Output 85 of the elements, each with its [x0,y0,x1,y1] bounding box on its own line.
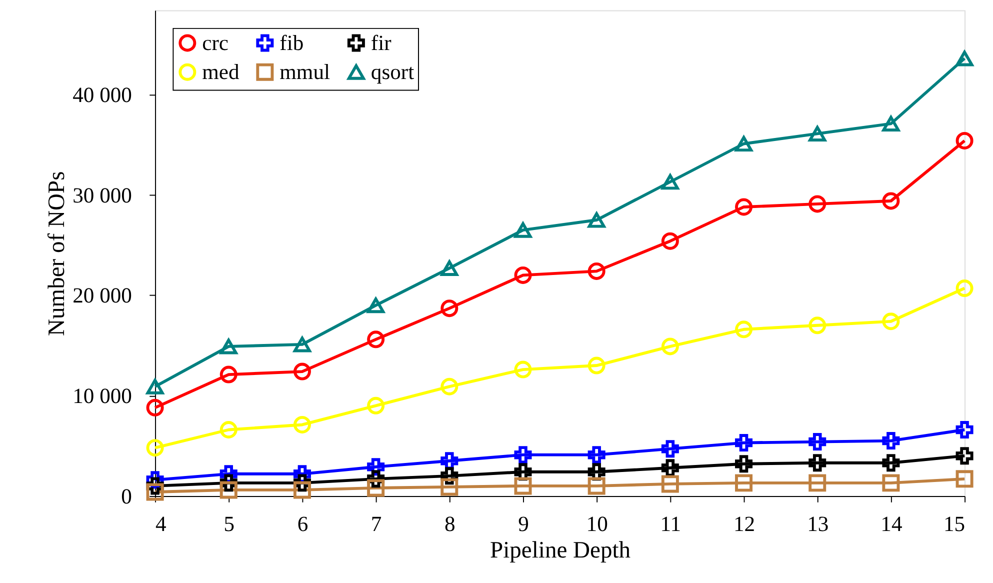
point [367,479,385,497]
x-tick-label: 6 [297,512,308,536]
point [514,222,532,238]
x-tick-label: 15 [943,512,966,536]
point [808,195,826,213]
point [956,447,974,465]
y-tick-label: 40 000 [72,82,132,107]
point [220,338,238,354]
point [661,232,679,250]
point [367,330,385,348]
point [588,212,606,228]
point [588,262,606,280]
point [808,126,826,142]
x-axis-title: Pipeline Depth [490,537,631,564]
y-tick-label: 30 000 [72,183,132,208]
point [882,454,900,472]
point [661,475,679,493]
point [882,116,900,132]
legend-label: med [202,60,240,84]
x-tick-label: 12 [733,512,756,536]
point [808,316,826,334]
y-tick-label: 0 [121,484,132,508]
x-tick-label: 4 [156,512,167,536]
point [367,298,385,314]
point [220,366,238,384]
point [956,280,974,297]
point [661,440,679,458]
point [146,483,164,501]
x-tick-label: 7 [370,512,382,536]
point [588,446,606,464]
y-axis-title: Number of NOPs [44,171,70,336]
point [735,434,753,452]
point [146,398,164,416]
point [735,136,753,152]
point [735,198,753,216]
legend-label: qsort [370,60,414,84]
point [735,320,753,338]
x-tick-label: 11 [660,512,682,536]
point [514,446,532,464]
x-tick-label: 10 [586,512,608,536]
legend-label: mmul [280,60,330,84]
y-tick-label: 10 000 [72,384,132,408]
point [293,481,311,499]
point [146,439,164,457]
x-tick-label: 5 [224,512,235,536]
point [882,312,900,330]
point [440,260,458,276]
point [440,478,458,496]
point [882,432,900,450]
point [367,396,385,414]
point [661,338,679,356]
point [514,360,532,378]
x-tick-label: 8 [444,512,456,536]
point [220,481,238,499]
point [882,192,900,210]
point [146,378,164,394]
point [588,356,606,374]
point [956,470,974,488]
point [735,455,753,473]
point [956,421,974,438]
x-tick-label: 14 [880,512,902,536]
point [735,474,753,492]
point [293,336,311,352]
legend-label: crc [202,30,228,55]
point [440,378,458,396]
point [808,474,826,492]
point [808,433,826,451]
point [220,421,238,438]
point [661,174,679,190]
point [514,266,532,284]
point [514,477,532,495]
y-tick-label: 20 000 [72,284,132,308]
legend-label: fir [370,30,392,55]
x-tick-label: 9 [518,512,529,536]
point [808,454,826,472]
legend-label: fib [280,30,304,55]
point [956,50,974,66]
point [588,477,606,495]
point [661,459,679,477]
x-tick-label: 13 [807,512,829,536]
point [956,132,974,150]
point [440,300,458,318]
point [293,416,311,434]
point [882,474,900,492]
point [293,362,311,380]
